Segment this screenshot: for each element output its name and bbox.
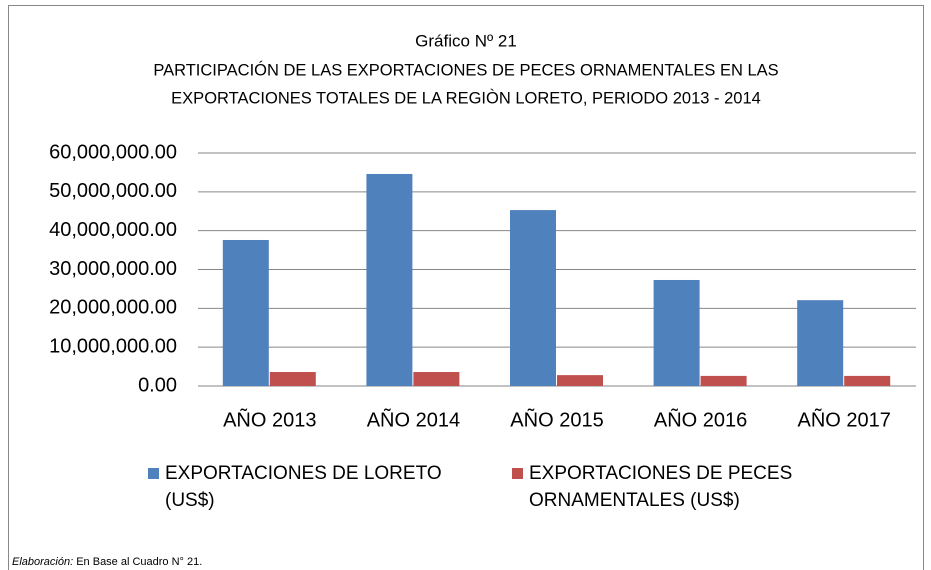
legend-entry: EXPORTACIONES DE LORETO (US$) — [148, 460, 495, 514]
chart-subtitle: PARTICIPACIÓN DE LAS EXPORTACIONES DE PE… — [153, 60, 778, 79]
bar — [844, 375, 891, 386]
bar — [700, 375, 747, 386]
legend-swatch — [512, 468, 523, 479]
x-tick-label: AÑO 2014 — [367, 407, 460, 431]
legend-label: EXPORTACIONES DE PECES ORNAMENTALES (US$… — [529, 463, 793, 511]
y-tick-label: 40,000,000.00 — [49, 219, 177, 241]
bar — [797, 300, 844, 386]
x-tick-label: AÑO 2017 — [798, 407, 891, 431]
chart-subtitle: EXPORTACIONES TOTALES DE LA REGIÒN LORET… — [171, 88, 761, 107]
x-tick-label: AÑO 2015 — [510, 407, 603, 431]
note: Elaboración: En Base al Cuadro N° 21. — [12, 556, 202, 568]
legend-entry: EXPORTACIONES DE PECES ORNAMENTALES (US$… — [512, 460, 829, 514]
note-label: Elaboración: — [12, 556, 74, 568]
bar — [222, 239, 269, 386]
bar — [366, 173, 413, 386]
x-tick-label: AÑO 2013 — [223, 407, 316, 431]
bar — [557, 375, 603, 386]
y-tick-label: 0.00 — [138, 374, 177, 396]
bar — [510, 210, 556, 386]
x-tick-label: AÑO 2016 — [654, 407, 747, 431]
y-tick-label: 10,000,000.00 — [49, 335, 177, 357]
bar — [653, 279, 700, 386]
bar — [269, 372, 316, 386]
chart-frame — [8, 5, 924, 570]
note-text: En Base al Cuadro N° 21. — [76, 556, 203, 568]
y-tick-label: 50,000,000.00 — [49, 180, 177, 202]
legend-label: EXPORTACIONES DE LORETO (US$) — [165, 463, 442, 511]
y-tick-label: 60,000,000.00 — [49, 141, 177, 163]
chart-title: Gráfico Nº 21 — [415, 31, 517, 50]
legend-swatch — [148, 468, 159, 479]
y-tick-label: 30,000,000.00 — [49, 258, 177, 280]
bar — [413, 372, 460, 386]
y-tick-label: 20,000,000.00 — [49, 297, 177, 319]
